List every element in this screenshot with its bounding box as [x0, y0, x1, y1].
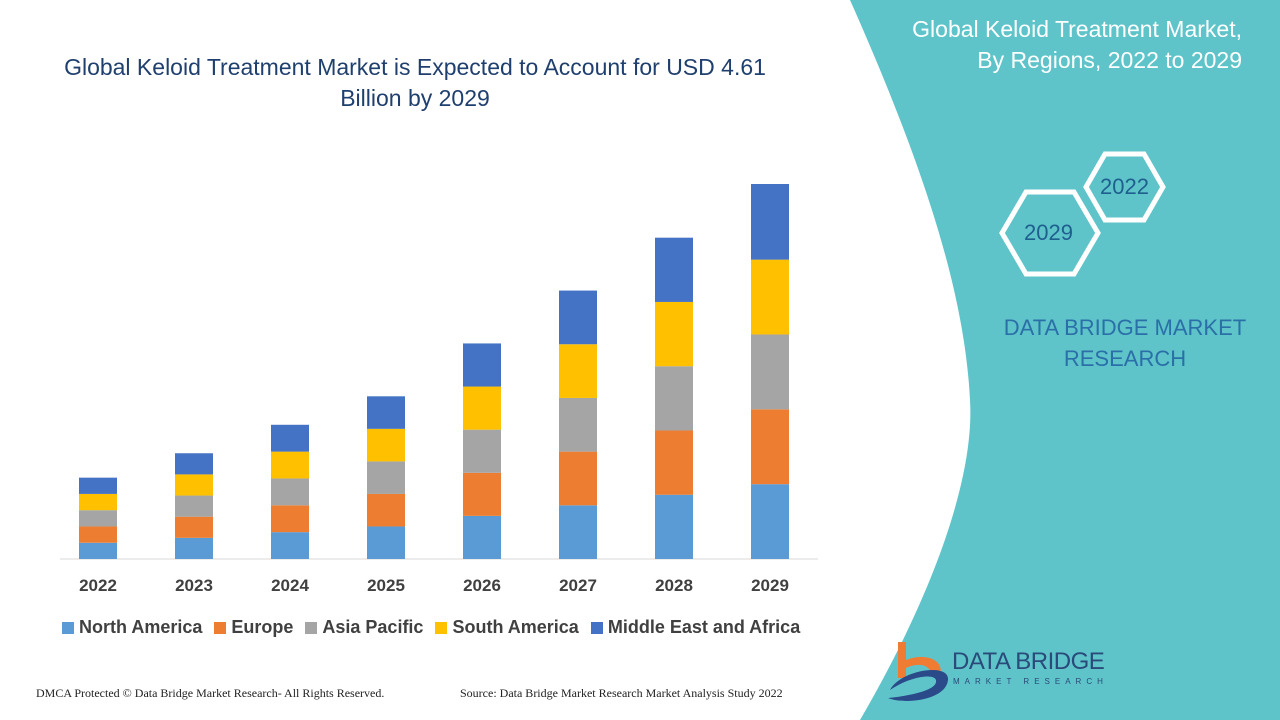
bar-2027-europe — [559, 451, 597, 506]
teal-panel — [850, 0, 1280, 720]
legend-swatch — [435, 621, 448, 634]
bar-2028-south-america — [655, 301, 693, 367]
bar-2027-asia-pacific — [559, 397, 597, 452]
legend-swatch — [62, 621, 74, 634]
bar-2026-south-america — [463, 386, 501, 430]
logo-icon — [888, 642, 949, 701]
bar-2029-asia-pacific — [751, 334, 789, 410]
bar-2022-asia-pacific — [79, 510, 117, 527]
bar-2023-south-america — [175, 474, 213, 496]
bar-2025-asia-pacific — [367, 461, 405, 494]
bar-2027-middle-east-and-africa — [559, 290, 597, 345]
x-tick-label: 2029 — [751, 576, 789, 595]
bar-2023-asia-pacific — [175, 495, 213, 517]
bar-2027-north-america — [559, 505, 597, 559]
legend-swatch — [590, 621, 603, 634]
bar-2029-south-america — [751, 259, 789, 335]
bar-2026-asia-pacific — [463, 429, 501, 473]
footer-source: Source: Data Bridge Market Research Mark… — [460, 686, 783, 700]
bar-2028-europe — [655, 430, 693, 495]
logo-tagline: MARKET RESEARCH — [953, 677, 1108, 686]
bar-2027-south-america — [559, 344, 597, 398]
x-tick-label: 2025 — [367, 576, 405, 595]
bar-2029-europe — [751, 409, 789, 485]
bar-2023-north-america — [175, 537, 213, 559]
x-tick-label: 2024 — [271, 576, 309, 595]
legend-item: South America — [435, 617, 579, 638]
bar-2024-asia-pacific — [271, 478, 309, 506]
hexagon-2022-icon — [1083, 151, 1166, 223]
x-tick-label: 2027 — [559, 576, 597, 595]
brand-text: DATA BRIDGE MARKET RESEARCH — [1003, 315, 1247, 371]
legend-label: Middle East and Africa — [607, 617, 801, 637]
side-panel-title: Global Keloid Treatment Market, By Regio… — [912, 16, 1242, 73]
bar-2024-europe — [271, 505, 309, 533]
bar-2022-north-america — [79, 542, 117, 559]
legend-label: Asia Pacific — [322, 617, 424, 637]
legend-item: Europe — [214, 617, 293, 638]
legend-label: Europe — [231, 617, 294, 637]
legend-item: North America — [62, 617, 202, 638]
logo-name: DATA BRIDGE — [952, 648, 1105, 675]
x-tick-label: 2026 — [463, 576, 501, 595]
bar-2028-north-america — [655, 494, 693, 559]
bar-2022-south-america — [79, 493, 117, 511]
bar-2024-south-america — [271, 451, 309, 479]
legend: North America Europe Asia Pacific South Ame… — [62, 617, 800, 638]
bar-2025-south-america — [367, 428, 405, 462]
bar-2026-middle-east-and-africa — [463, 343, 501, 387]
bar-2023-middle-east-and-africa — [175, 453, 213, 475]
bar-2025-north-america — [367, 526, 405, 559]
legend-swatch — [214, 621, 227, 634]
hex-label-2029: 2029 — [1024, 220, 1073, 245]
bar-2022-europe — [79, 526, 117, 543]
hex-label-2022: 2022 — [1100, 174, 1149, 199]
bar-2026-north-america — [463, 515, 501, 559]
bar-2025-middle-east-and-africa — [367, 396, 405, 429]
bar-2024-middle-east-and-africa — [271, 424, 309, 452]
bar-2025-europe — [367, 493, 405, 527]
legend-swatch — [305, 621, 318, 634]
legend-label: North America — [79, 617, 203, 637]
bar-2026-europe — [463, 472, 501, 516]
bar-2022-middle-east-and-africa — [79, 477, 117, 494]
page-title: Global Keloid Treatment Market is Expect… — [64, 54, 766, 111]
footer-copyright: DMCA Protected © Data Bridge Market Rese… — [36, 686, 385, 700]
legend-item: Middle East and Africa — [590, 617, 801, 638]
hexagon-2029-icon — [999, 189, 1101, 277]
x-tick-label: 2028 — [655, 576, 693, 595]
x-tick-label: 2022 — [79, 576, 117, 595]
bar-2028-middle-east-and-africa — [655, 237, 693, 302]
bar-2024-north-america — [271, 532, 309, 559]
x-tick-label: 2023 — [175, 576, 213, 595]
bar-2029-middle-east-and-africa — [751, 184, 789, 260]
legend-item: Asia Pacific — [305, 617, 423, 638]
bar-2023-europe — [175, 516, 213, 538]
bar-2028-asia-pacific — [655, 366, 693, 431]
legend-label: South America — [452, 617, 579, 637]
bar-2029-north-america — [751, 484, 789, 559]
bars — [79, 184, 789, 559]
